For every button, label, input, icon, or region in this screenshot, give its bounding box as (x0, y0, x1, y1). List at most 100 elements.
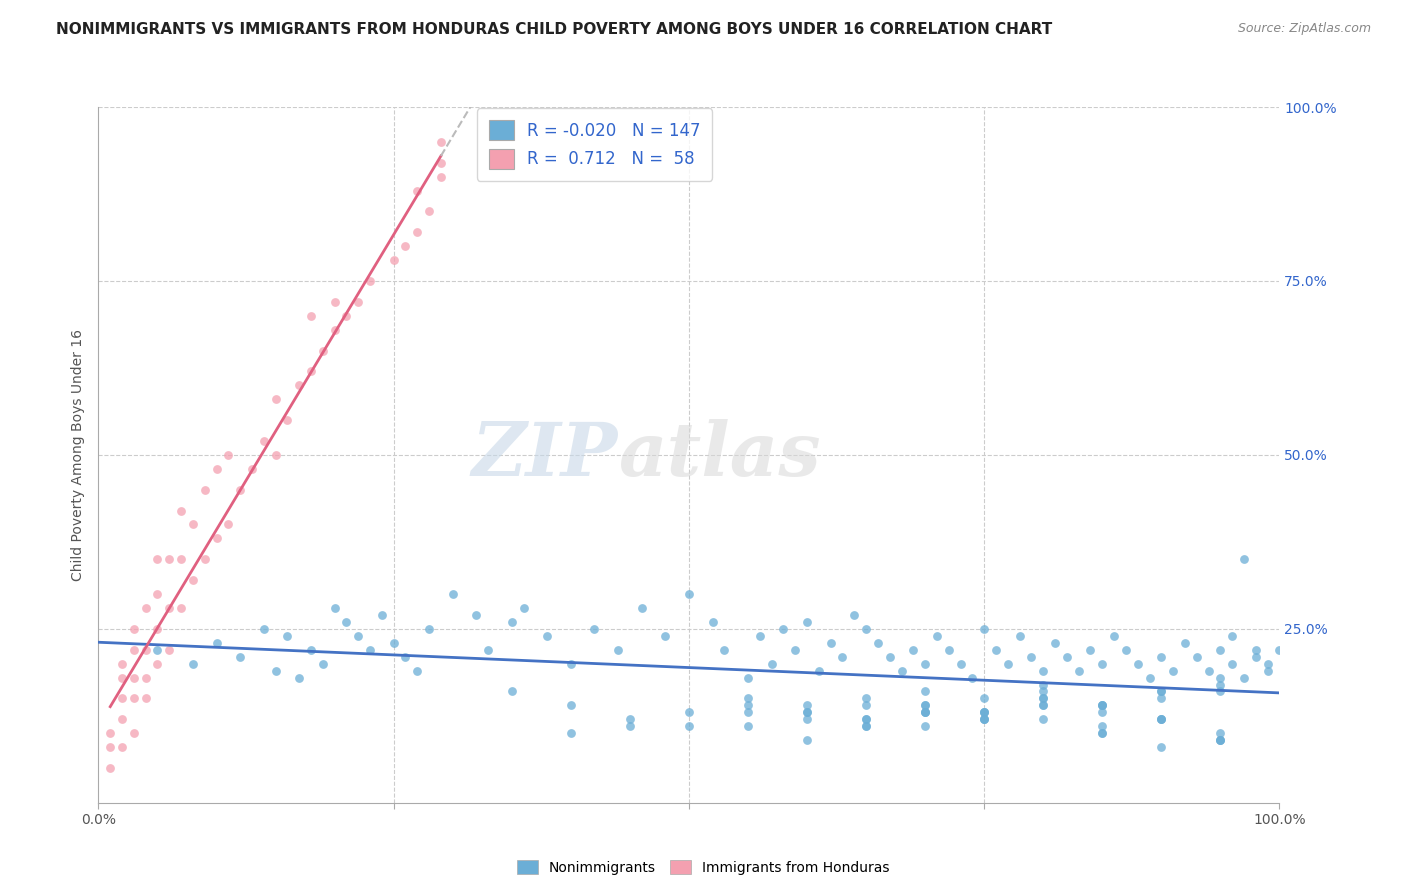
Y-axis label: Child Poverty Among Boys Under 16: Child Poverty Among Boys Under 16 (70, 329, 84, 581)
Legend: Nonimmigrants, Immigrants from Honduras: Nonimmigrants, Immigrants from Honduras (512, 855, 894, 880)
Point (973, 712, 995, 726)
Point (914, 706, 936, 720)
Point (1032, 664, 1054, 678)
Point (406, 184, 429, 198)
Point (111, 691, 134, 706)
Point (465, 607, 488, 622)
Point (135, 691, 157, 706)
Point (135, 601, 157, 615)
Point (347, 294, 370, 309)
Point (761, 657, 783, 671)
Point (1185, 649, 1208, 664)
Point (560, 698, 582, 713)
Point (1209, 733, 1232, 747)
Point (962, 671, 984, 685)
Point (229, 649, 252, 664)
Point (678, 587, 700, 601)
Point (1008, 629, 1031, 643)
Point (418, 204, 440, 219)
Point (157, 601, 180, 615)
Point (1150, 684, 1173, 698)
Point (796, 615, 818, 629)
Point (1150, 712, 1173, 726)
Point (914, 719, 936, 733)
Point (157, 642, 180, 657)
Point (1220, 629, 1243, 643)
Point (1126, 657, 1149, 671)
Point (796, 706, 818, 720)
Point (1091, 706, 1114, 720)
Point (181, 573, 204, 587)
Point (122, 642, 145, 657)
Point (702, 615, 724, 629)
Point (855, 622, 877, 636)
Point (1021, 649, 1043, 664)
Point (1150, 712, 1173, 726)
Point (194, 483, 217, 497)
Point (1244, 642, 1267, 657)
Point (1209, 726, 1232, 740)
Point (98, 761, 121, 775)
Point (1080, 642, 1102, 657)
Text: NONIMMIGRANTS VS IMMIGRANTS FROM HONDURAS CHILD POVERTY AMONG BOYS UNDER 16 CORR: NONIMMIGRANTS VS IMMIGRANTS FROM HONDURA… (56, 22, 1053, 37)
Point (181, 657, 204, 671)
Point (146, 657, 169, 671)
Point (1233, 671, 1256, 685)
Point (654, 629, 676, 643)
Point (135, 642, 157, 657)
Point (382, 253, 405, 268)
Legend: R = -0.020   N = 147, R =  0.712   N =  58: R = -0.020 N = 147, R = 0.712 N = 58 (477, 109, 711, 181)
Point (477, 642, 499, 657)
Point (394, 239, 416, 253)
Point (312, 657, 335, 671)
Point (796, 698, 818, 713)
Point (997, 657, 1019, 671)
Point (1268, 642, 1291, 657)
Point (630, 601, 652, 615)
Point (560, 657, 582, 671)
Point (678, 706, 700, 720)
Point (807, 664, 830, 678)
Point (866, 636, 889, 650)
Point (1043, 636, 1066, 650)
Point (288, 378, 311, 392)
Point (1139, 671, 1161, 685)
Point (973, 712, 995, 726)
Point (1091, 657, 1114, 671)
Point (796, 706, 818, 720)
Point (1257, 657, 1279, 671)
Point (536, 629, 558, 643)
Point (855, 719, 877, 733)
Point (382, 636, 405, 650)
Point (737, 671, 759, 685)
Point (288, 671, 311, 685)
Point (1209, 642, 1232, 657)
Point (229, 483, 252, 497)
Point (973, 706, 995, 720)
Point (335, 309, 357, 323)
Point (820, 636, 842, 650)
Point (713, 642, 735, 657)
Point (205, 636, 228, 650)
Point (335, 615, 357, 629)
Point (1056, 649, 1078, 664)
Point (678, 719, 700, 733)
Text: ZIP: ZIP (472, 418, 619, 491)
Point (1150, 684, 1173, 698)
Point (394, 649, 416, 664)
Point (1244, 649, 1267, 664)
Point (98, 726, 121, 740)
Point (1091, 698, 1114, 713)
Point (418, 622, 440, 636)
Point (359, 642, 381, 657)
Point (1209, 733, 1232, 747)
Point (157, 552, 180, 566)
Point (276, 629, 298, 643)
Point (1091, 726, 1114, 740)
Point (240, 462, 263, 476)
Point (217, 448, 239, 462)
Point (1161, 664, 1184, 678)
Point (299, 642, 322, 657)
Point (785, 642, 807, 657)
Point (890, 664, 912, 678)
